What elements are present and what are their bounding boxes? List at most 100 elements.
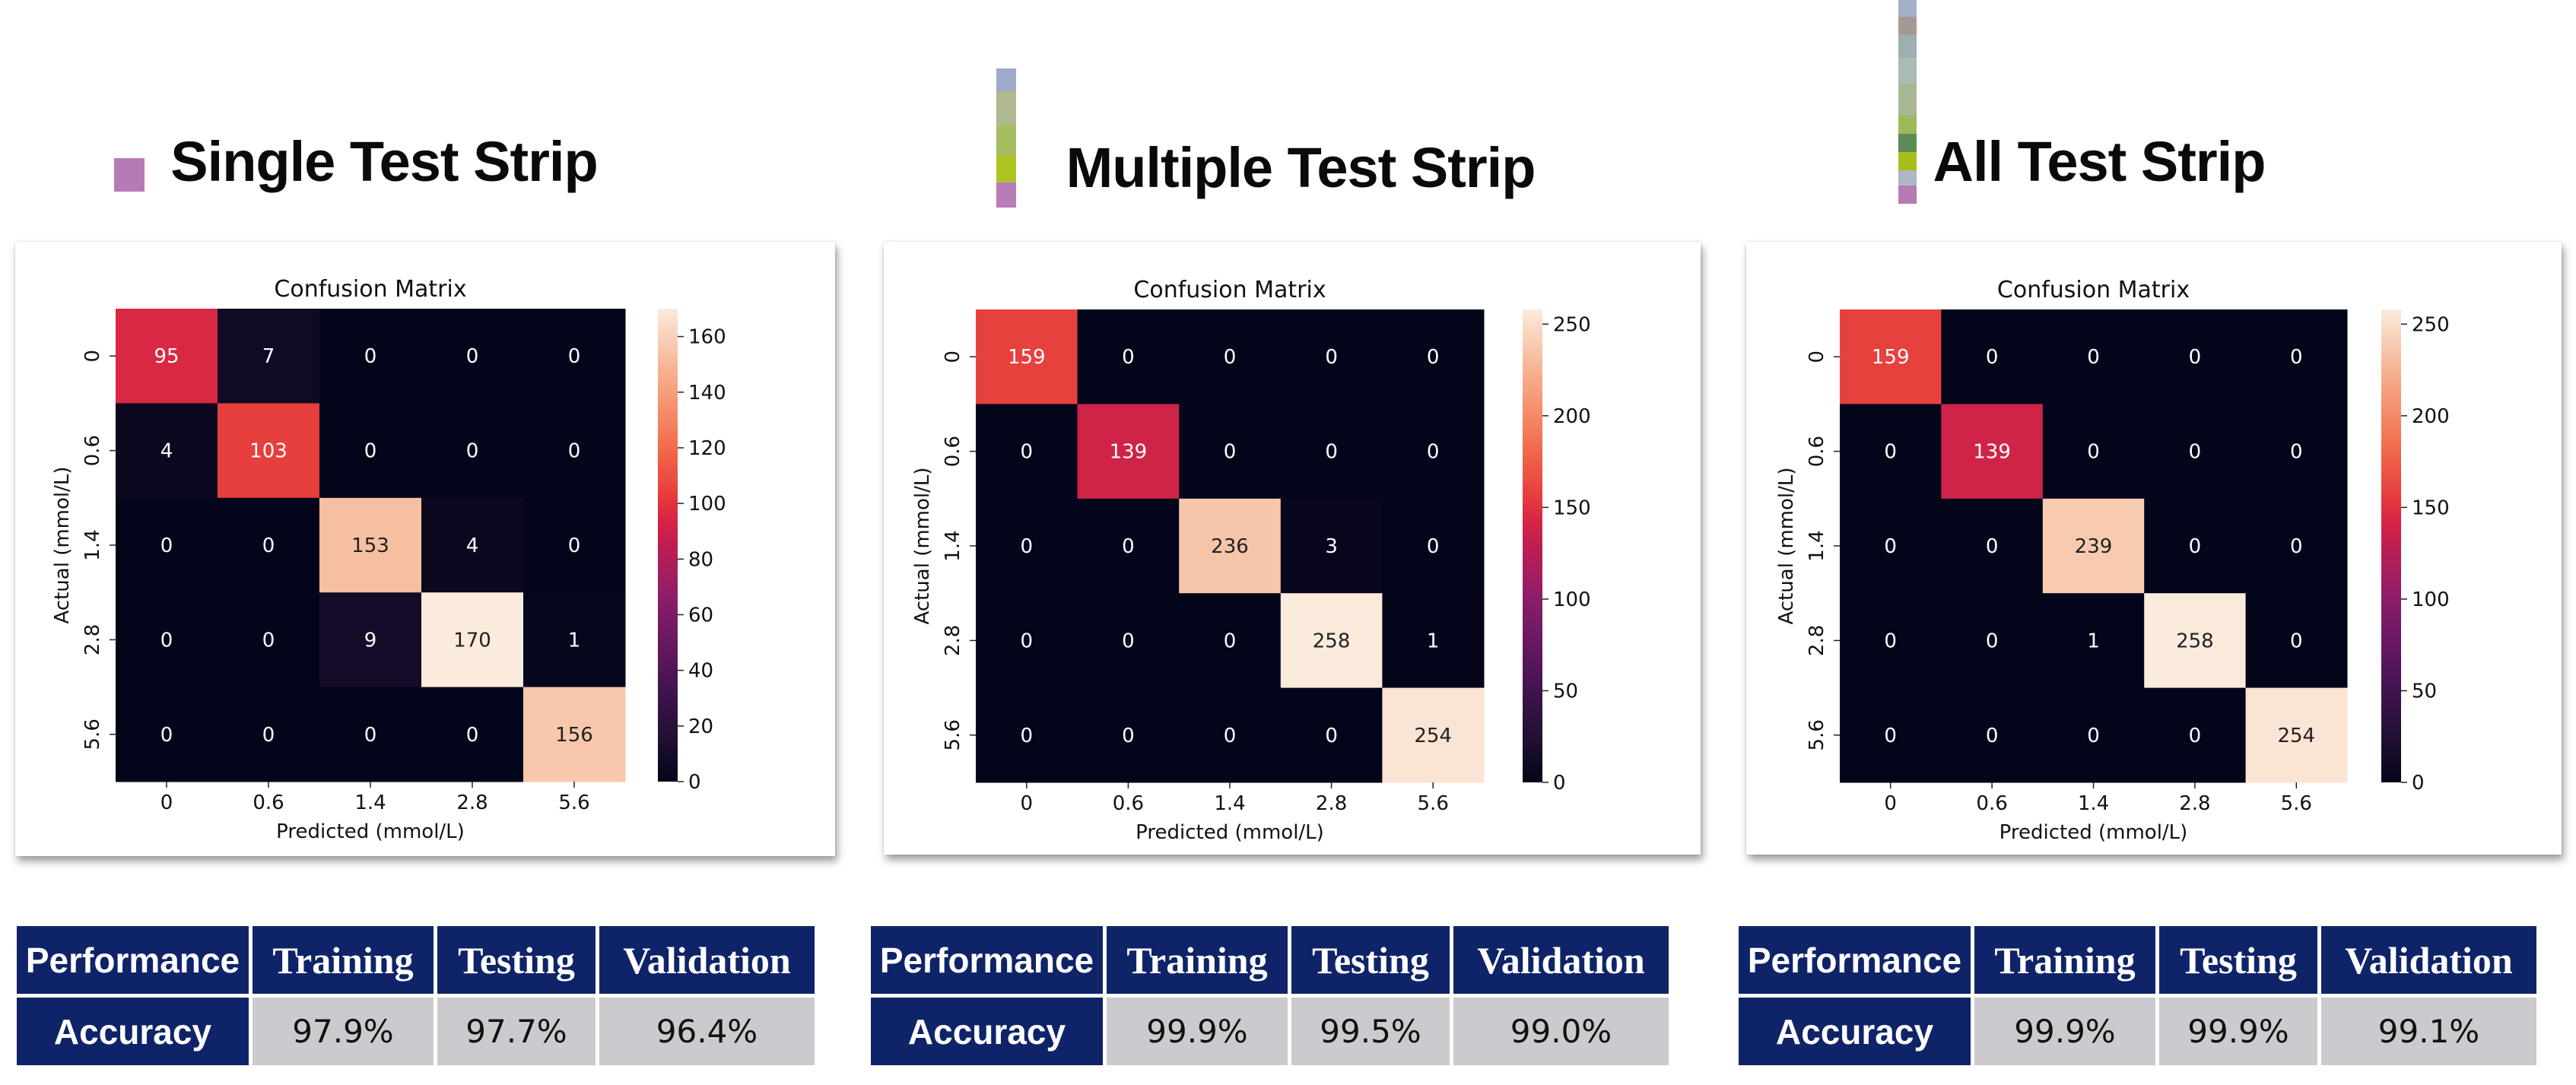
colorbar-tick-label: 150: [1553, 496, 1591, 519]
performance-table: Performance Training Testing Validation …: [867, 922, 1672, 1069]
header-validation: Validation: [1453, 926, 1669, 994]
heatmap-cell: [1840, 687, 1942, 783]
header-testing: Testing: [2159, 926, 2317, 994]
colorbar-tick-label: 60: [688, 604, 713, 627]
cell-value-label: 7: [262, 345, 275, 368]
header-validation: Validation: [599, 926, 815, 994]
cell-value-label: 0: [1884, 535, 1897, 558]
cell-value-label: 0: [466, 724, 479, 747]
cell-value-label: 0: [1427, 535, 1440, 558]
accuracy-validation: 99.0%: [1453, 998, 1669, 1065]
accuracy-training: 99.9%: [1974, 998, 2155, 1065]
heatmap-cell: [2245, 593, 2348, 689]
colorbar: [658, 309, 678, 782]
cell-value-label: 159: [1872, 346, 1910, 369]
x-tick-label: 1.4: [354, 792, 386, 814]
x-tick-label: 0.6: [253, 792, 284, 814]
y-tick-label: 1.4: [1806, 530, 1828, 561]
heatmap-cell: [1382, 309, 1485, 404]
cell-value-label: 0: [2189, 346, 2202, 369]
x-tick-label: 0.6: [1113, 792, 1144, 815]
heatmap-cell: [1179, 498, 1282, 594]
heatmap-cell: [2144, 498, 2247, 594]
table-header-row: Performance Training Testing Validation: [871, 926, 1669, 994]
confusion-matrix-card: Confusion Matrix 159 0 0 0 0 0 139 0 0 0 0 0 236 3 0 0 0 0…: [884, 242, 1701, 855]
header-performance: Performance: [17, 926, 249, 994]
cell-value-label: 0: [1122, 535, 1135, 558]
heatmap-cell: [116, 497, 218, 593]
cell-value-label: 0: [2189, 535, 2202, 558]
strip-pad-2: [996, 91, 1016, 125]
cell-value-label: 0: [1224, 630, 1237, 652]
heatmap-cell: [218, 592, 320, 688]
x-axis-label: Predicted (mmol/L): [1136, 821, 1324, 844]
heatmap-cell: [2042, 404, 2145, 500]
test-strip-color-swatches: [996, 68, 1016, 208]
colorbar-tick-label: 250: [1553, 313, 1591, 336]
accuracy-validation: 96.4%: [599, 998, 815, 1065]
cell-value-label: 4: [466, 535, 479, 557]
header-performance: Performance: [1739, 926, 1971, 994]
heatmap-cell: [319, 687, 422, 782]
strip-pad-7: [1898, 134, 1917, 152]
cell-value-label: 0: [1884, 630, 1897, 652]
cell-value-label: 0: [1021, 630, 1034, 652]
strip-pad-4: [996, 156, 1016, 182]
heatmap-cell: [976, 498, 1078, 594]
heatmap-cell: [2144, 593, 2247, 689]
colorbar-tick-label: 50: [1553, 680, 1578, 703]
header-training: Training: [253, 926, 434, 994]
colorbar-tick-label: 0: [688, 771, 701, 794]
colorbar-tick-label: 0: [2412, 772, 2425, 795]
heatmap-cell: [1077, 593, 1180, 689]
colorbar-tick-label: 160: [688, 326, 726, 349]
confusion-matrix-card: Confusion Matrix 159 0 0 0 0 0 139 0 0 0 0 0 239 0 0 0 0 1…: [1746, 242, 2562, 855]
cell-value-label: 159: [1008, 346, 1046, 369]
cell-value-label: 0: [160, 724, 173, 747]
heatmap-cell: [421, 403, 524, 499]
table-header-row: Performance Training Testing Validation: [17, 926, 815, 994]
cell-value-label: 153: [351, 535, 389, 557]
cell-value-label: 0: [160, 535, 173, 557]
cell-value-label: 0: [2087, 725, 2100, 747]
strip-pad-4: [1898, 58, 1917, 84]
x-tick-label: 0: [1021, 792, 1034, 815]
cell-value-label: 258: [1313, 630, 1351, 652]
heatmap-cell: [1840, 593, 1942, 689]
heatmap-cell: [1077, 309, 1180, 404]
strip-pad-5: [1898, 84, 1917, 116]
x-tick-label: 1.4: [1214, 792, 1245, 815]
accuracy-training: 99.9%: [1107, 998, 1288, 1065]
cell-value-label: 0: [364, 724, 377, 747]
colorbar-tick-label: 200: [1553, 405, 1591, 428]
heatmap-cell: [116, 687, 218, 782]
heatmap-cell: [1077, 498, 1180, 594]
cell-value-label: 0: [1021, 441, 1034, 464]
cell-value-label: 0: [1884, 441, 1897, 464]
cell-value-label: 0: [160, 629, 173, 652]
cell-value-label: 0: [364, 440, 377, 463]
heatmap-cell: [1280, 593, 1383, 689]
heatmap-cell: [1941, 404, 2044, 500]
cell-value-label: 0: [1224, 725, 1237, 747]
colorbar-tick-label: 0: [1553, 772, 1566, 795]
heatmap-cell: [1941, 593, 2044, 689]
colorbar-tick-label: 200: [2412, 405, 2450, 428]
strip-pad-3: [1898, 35, 1917, 58]
y-tick-label: 2.8: [942, 625, 964, 656]
heatmap-cell: [319, 592, 422, 688]
header-validation: Validation: [2321, 926, 2536, 994]
cell-value-label: 0: [2189, 725, 2202, 747]
heatmap-cell: [1179, 687, 1282, 783]
heatmap-cell: [1179, 593, 1282, 689]
strip-pad-1: [1898, 0, 1917, 17]
x-tick-label: 2.8: [1316, 792, 1347, 815]
confusion-matrix-card: Confusion Matrix 95 7 0 0 0 4 103 0 0 0 0 0 153 4 0 0 0 9 1…: [15, 242, 835, 856]
cell-value-label: 0: [2087, 441, 2100, 464]
chart-title: Confusion Matrix: [1133, 277, 1326, 303]
cell-value-label: 254: [2277, 725, 2315, 747]
cell-value-label: 1: [1427, 630, 1440, 652]
heatmap-cell: [2245, 404, 2348, 500]
panel-multiple-test-strip: Multiple Test Strip Confusion Matrix 159 0…: [867, 0, 1719, 1085]
